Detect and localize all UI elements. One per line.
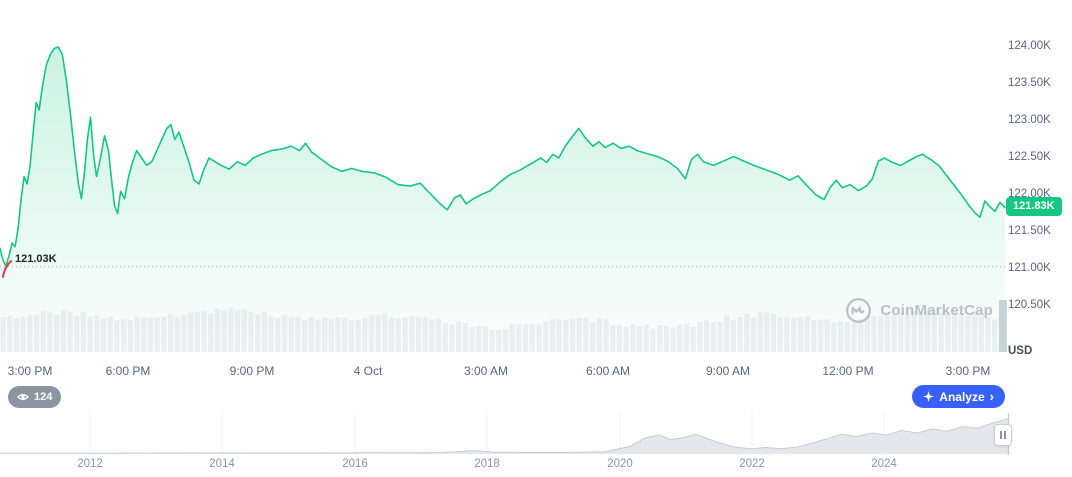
year-label: 2012 [77, 458, 103, 470]
x-axis-label: 12:00 PM [822, 364, 874, 378]
x-axis-label: 9:00 AM [705, 364, 751, 378]
y-axis-label: 121.00K [1008, 262, 1051, 274]
x-axis-label: 4 Oct [353, 364, 383, 378]
y-axis-label: 121.50K [1008, 225, 1051, 237]
viewers-count: 124 [34, 391, 53, 403]
timeline-range-handle[interactable] [994, 424, 1012, 446]
y-axis-label: 122.50K [1008, 151, 1051, 163]
year-label: 2016 [342, 458, 368, 470]
watermark: CoinMarketCap [845, 296, 993, 324]
x-axis-label: 3:00 AM [463, 364, 509, 378]
timeline-mini-area [0, 419, 1008, 454]
coinmarketcap-logo-icon [846, 297, 872, 323]
year-label: 2018 [474, 458, 500, 470]
y-axis-label: 123.50K [1008, 77, 1051, 89]
timeline-year-labels: 2012 2014 2016 2018 2020 2022 2024 [0, 458, 1010, 474]
current-price-badge: 121.83K [1006, 197, 1062, 216]
sparkle-icon [923, 391, 935, 402]
open-price-marker-red-tick [2, 260, 12, 278]
year-label: 2022 [739, 458, 765, 470]
analyze-label: Analyze [939, 389, 985, 404]
y-axis-label: 120.50K [1008, 299, 1051, 311]
timeline-scrubber[interactable] [0, 413, 1010, 455]
y-axis-label: 123.00K [1008, 114, 1051, 126]
x-axis-label: 6:00 AM [585, 364, 631, 378]
y-axis-label: 124.00K [1008, 40, 1051, 52]
chevron-right-icon: › [989, 388, 994, 404]
x-axis-label: 9:00 PM [229, 364, 275, 378]
viewers-count-badge[interactable]: 124 [8, 386, 62, 408]
watermark-text: CoinMarketCap [880, 301, 993, 319]
year-label: 2020 [607, 458, 633, 470]
price-area-fill [0, 47, 1005, 352]
analyze-button[interactable]: Analyze › [912, 385, 1005, 408]
year-label: 2024 [871, 458, 897, 470]
x-axis-label: 3:00 PM [7, 364, 53, 378]
x-axis: 3:00 PM 6:00 PM 9:00 PM 4 Oct 3:00 AM 6:… [0, 364, 1010, 380]
timeline-mini-line [0, 418, 1009, 454]
x-axis-label: 6:00 PM [105, 364, 151, 378]
price-chart[interactable] [0, 0, 1010, 360]
year-label: 2014 [209, 458, 235, 470]
eye-icon [17, 394, 29, 400]
x-axis-label: 3:00 PM [945, 364, 991, 378]
y-axis-unit: USD [1008, 345, 1033, 357]
price-line [0, 46, 1006, 267]
open-price-label: 121.03K [15, 253, 57, 265]
